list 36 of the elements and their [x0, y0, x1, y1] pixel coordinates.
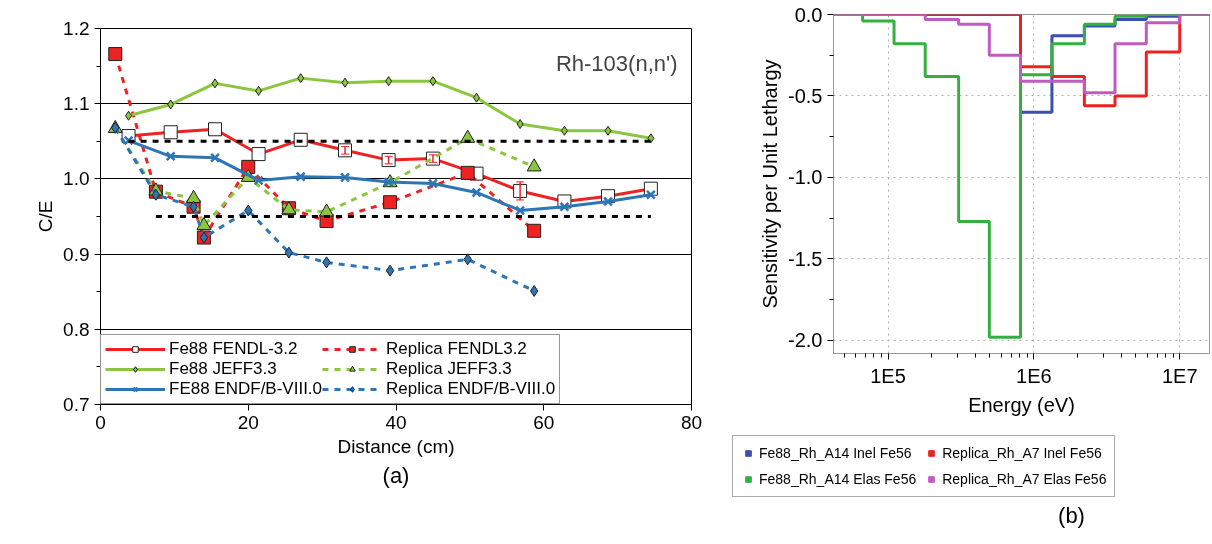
legend-label: Replica_Rh_A7 Inel Fe56	[942, 444, 1102, 462]
legend-label: FE88 ENDF/B-VIII.0	[169, 379, 323, 399]
x-tick-label: 40	[385, 411, 407, 433]
x-axis-title: Distance (cm)	[337, 435, 455, 457]
x-tick-label: 1E7	[1161, 364, 1198, 387]
x-tick-label: 60	[533, 411, 555, 433]
y-axis-title: Sensitivity per Unit Lethargy	[759, 59, 782, 309]
y-tick-label: 1.1	[63, 93, 90, 115]
legend-label: Replica JEFF3.3	[386, 359, 512, 379]
text: (a)	[382, 462, 410, 488]
y-tick-label: -1.5	[788, 247, 823, 270]
legend-label: Fe88_Rh_A14 Elas Fe56	[759, 470, 917, 488]
y-tick-label: 0.9	[63, 243, 90, 265]
x-axis-title: Energy (eV)	[968, 393, 1075, 416]
legend-label: Fe88 FENDL-3.2	[169, 339, 298, 359]
annotation: Rh-103(n,n')	[555, 50, 678, 76]
y-tick-label: 0.7	[63, 394, 90, 415]
x-tick-label: 1E5	[870, 364, 906, 387]
legend-label: Replica ENDF/B-VIII.0	[386, 379, 556, 399]
x-tick-label: 0	[95, 411, 106, 433]
y-tick-label: -2.0	[788, 329, 823, 352]
text: (b)	[1058, 502, 1085, 528]
x-tick-label: 80	[680, 411, 703, 433]
legend-label: Fe88 JEFF3.3	[169, 359, 277, 379]
x-tick-label: 20	[237, 411, 259, 433]
y-axis-title: C/E	[35, 200, 57, 233]
y-tick-label: 1.0	[63, 168, 90, 190]
x-tick-label: 1E6	[1016, 364, 1052, 387]
y-tick-label: -1.0	[788, 166, 823, 189]
y-tick-label: 0.8	[63, 318, 90, 340]
legend-label: Replica FENDL3.2	[386, 339, 527, 359]
legend-label: Replica_Rh_A7 Elas Fe56	[942, 470, 1107, 488]
y-tick-label: 1.2	[63, 18, 90, 39]
legend-label: Fe88_Rh_A14 Inel Fe56	[759, 444, 912, 462]
y-tick-label: -0.5	[788, 84, 823, 107]
y-tick-label: 0.0	[794, 3, 823, 26]
